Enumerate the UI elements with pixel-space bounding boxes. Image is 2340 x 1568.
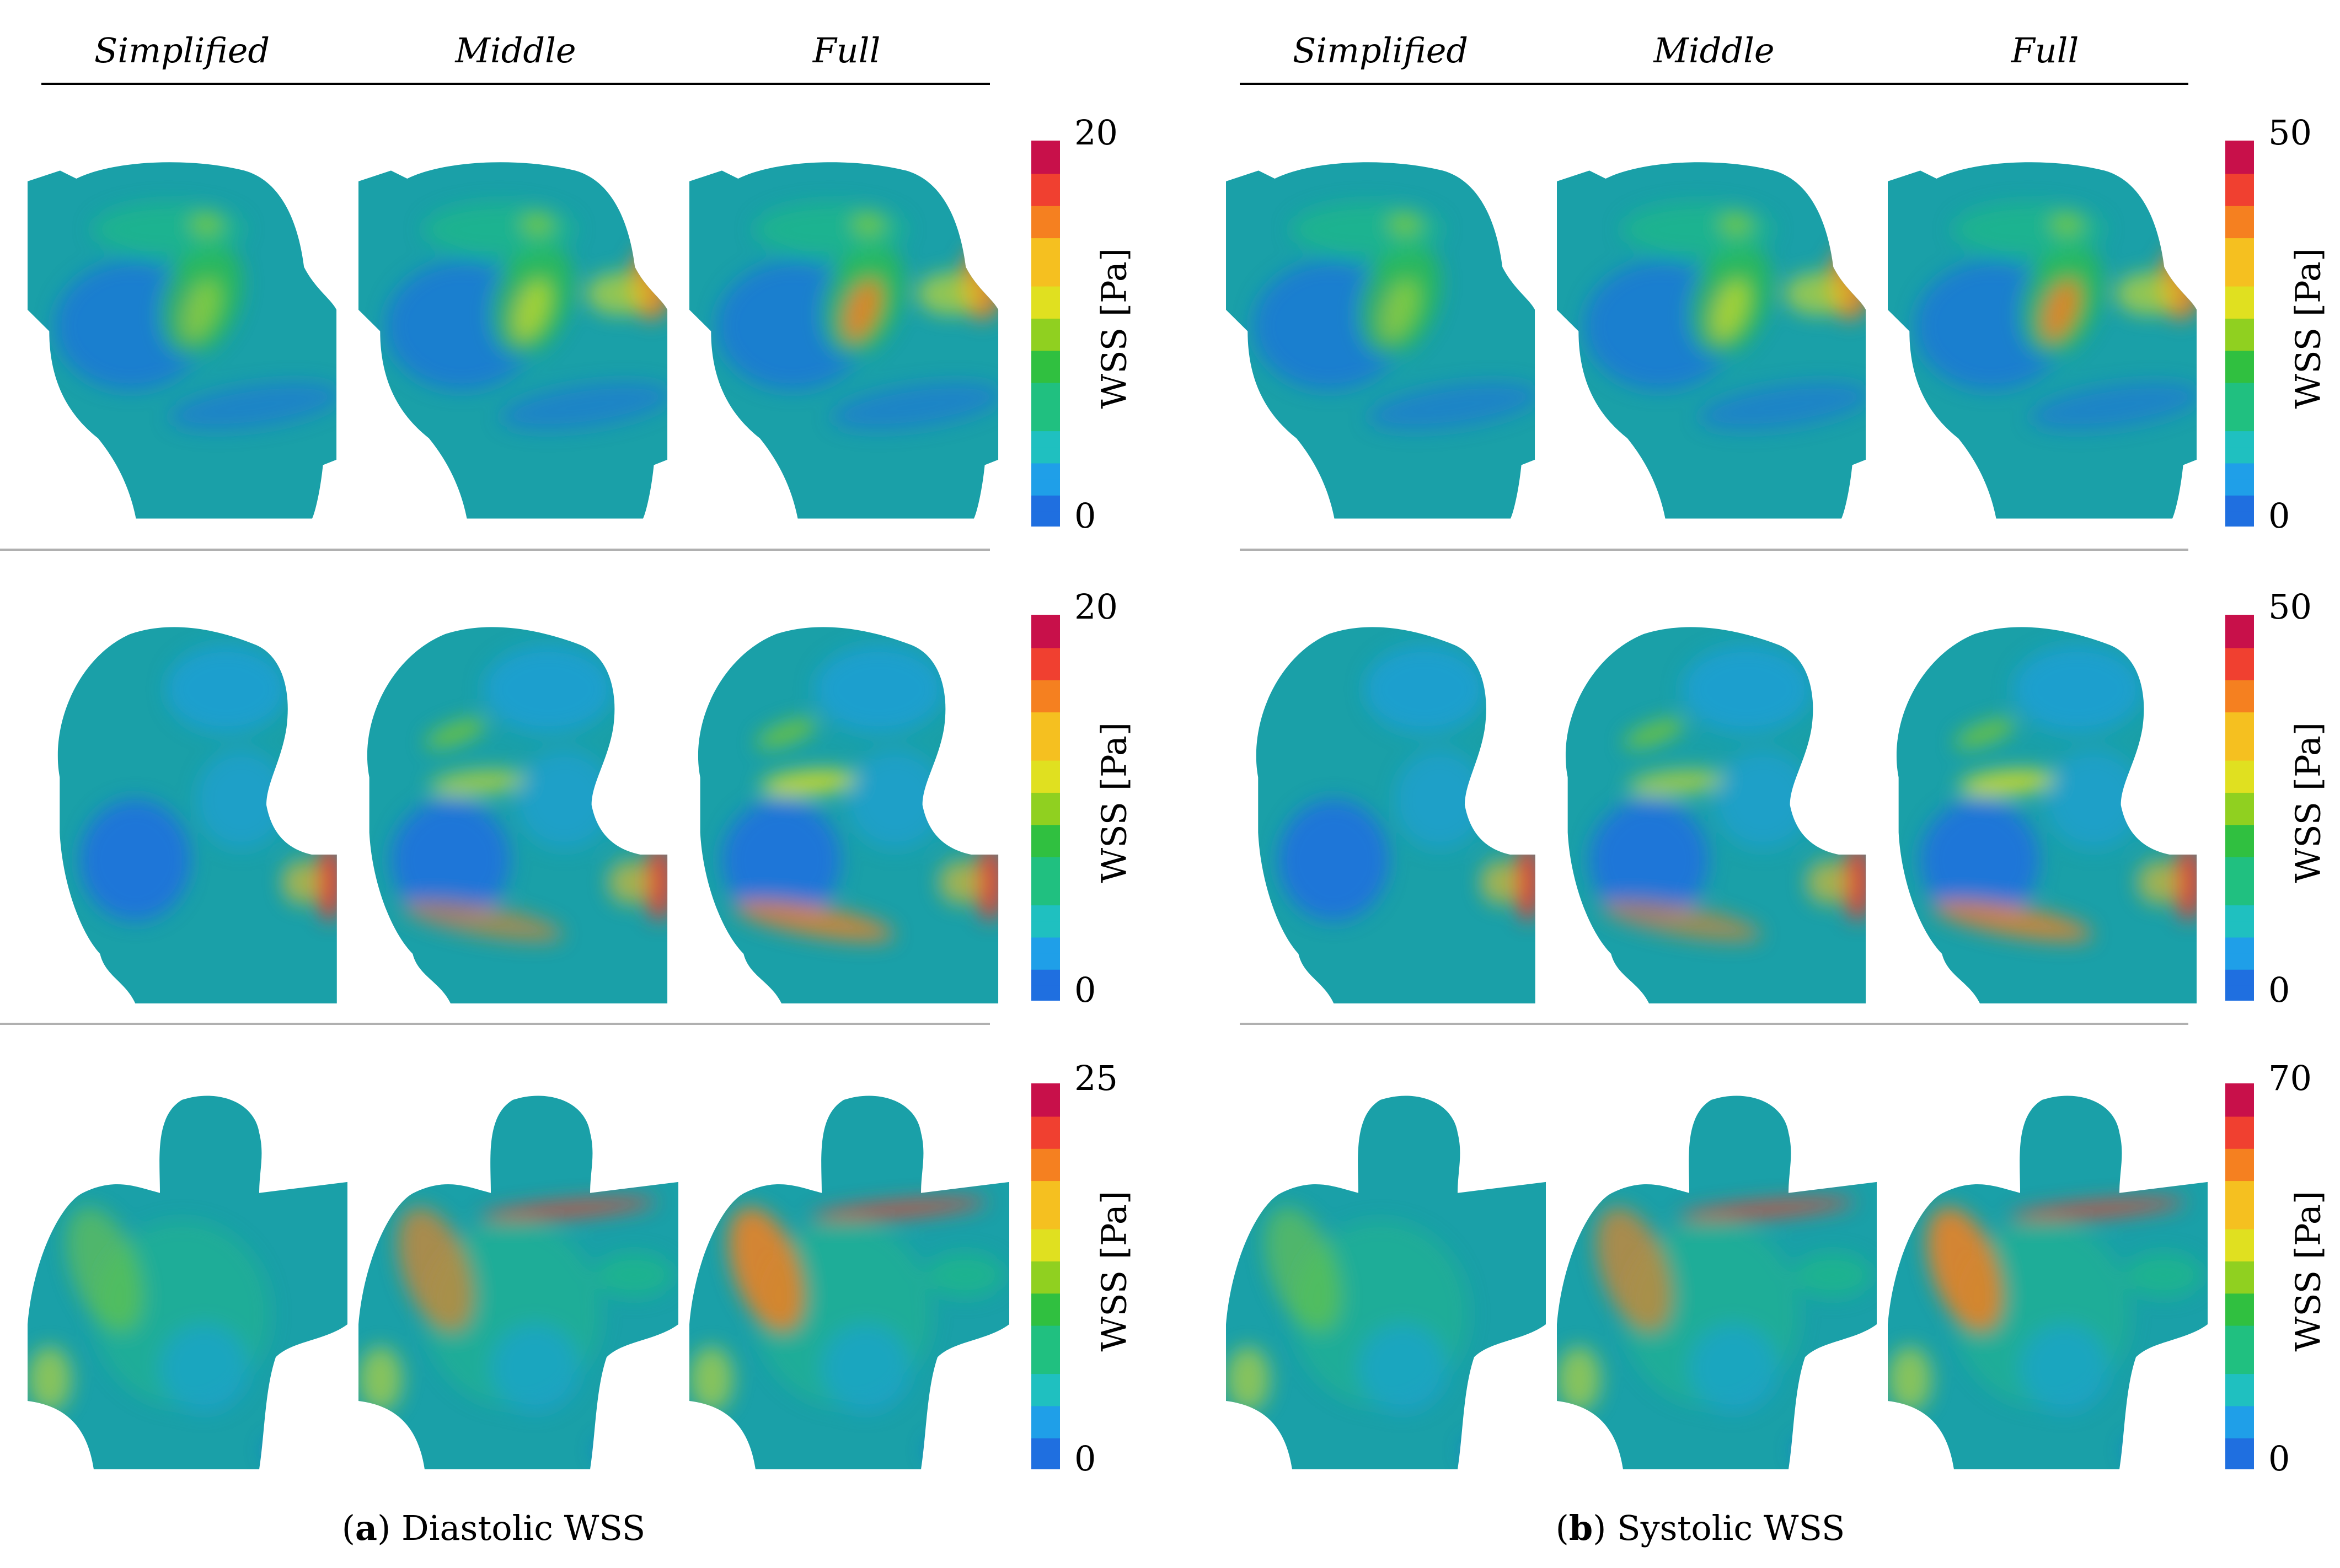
colorbar-label-row3: WSS [Pa] bbox=[2288, 1190, 2328, 1352]
wss-map-middle-row3 bbox=[358, 1094, 678, 1472]
wss-map-middle-row2 bbox=[358, 623, 673, 1003]
colorbar-row3 bbox=[1031, 1083, 1060, 1469]
colorbar-min-row3: 0 bbox=[1074, 1438, 1096, 1479]
wss-map-middle-row1 bbox=[1557, 160, 1871, 529]
wss-map-simplified-row1 bbox=[1226, 160, 1540, 529]
caption-tag: b bbox=[1568, 1508, 1593, 1548]
colorbar-max-row2: 20 bbox=[1074, 587, 1118, 627]
colorbar-min-row1: 0 bbox=[1074, 496, 1096, 536]
panel-diastolic: Simplified Middle Full bbox=[0, 30, 1134, 1548]
colorbar-label-row1: WSS [Pa] bbox=[2288, 248, 2328, 409]
colorbar-max-row2: 50 bbox=[2268, 587, 2312, 627]
wss-map-simplified-row1 bbox=[28, 160, 342, 529]
column-header-middle: Middle bbox=[1653, 30, 1775, 71]
header-rule bbox=[1240, 83, 2188, 85]
column-header-middle: Middle bbox=[455, 30, 576, 71]
wss-map-middle-row1 bbox=[358, 160, 673, 529]
colorbar-row2 bbox=[1031, 615, 1060, 1001]
wss-map-simplified-row3 bbox=[28, 1094, 347, 1472]
wss-map-simplified-row3 bbox=[1226, 1094, 1546, 1472]
caption-text: Diastolic WSS bbox=[390, 1508, 646, 1548]
panel-systolic: Simplified Middle Full 50 bbox=[1198, 0, 2340, 1568]
row-separator bbox=[1240, 549, 2188, 551]
colorbar-max-row3: 70 bbox=[2268, 1058, 2312, 1098]
colorbar-label-row3: WSS [Pa] bbox=[1094, 1190, 1134, 1352]
wss-map-full-row2 bbox=[689, 623, 1004, 1003]
column-header-full: Full bbox=[2011, 30, 2079, 71]
wss-map-full-row3 bbox=[1888, 1094, 2208, 1472]
column-header-full: Full bbox=[812, 30, 881, 71]
colorbar-row1 bbox=[1031, 141, 1060, 527]
caption-diastolic: (a) Diastolic WSS bbox=[341, 1508, 646, 1548]
colorbar-label-row1: WSS [Pa] bbox=[1094, 248, 1134, 409]
column-header-simplified: Simplified bbox=[94, 30, 270, 71]
wss-map-full-row3 bbox=[689, 1094, 1009, 1472]
wss-map-simplified-row2 bbox=[1248, 623, 1540, 1003]
colorbar-label-row2: WSS [Pa] bbox=[1094, 722, 1134, 883]
colorbar-max-row1: 20 bbox=[1074, 112, 1118, 153]
wss-map-full-row2 bbox=[1888, 623, 2202, 1003]
wss-map-simplified-row2 bbox=[50, 623, 342, 1003]
row-separator bbox=[0, 549, 990, 551]
row-separator bbox=[1240, 1023, 2188, 1025]
colorbar-min-row2: 0 bbox=[1074, 970, 1096, 1010]
colorbar-min-row2: 0 bbox=[2268, 970, 2290, 1010]
caption-tag: a bbox=[355, 1508, 378, 1548]
header-rule bbox=[41, 83, 990, 85]
wss-map-full-row1 bbox=[689, 160, 1004, 529]
row-separator bbox=[0, 1023, 990, 1025]
colorbar-min-row3: 0 bbox=[2268, 1438, 2290, 1479]
colorbar-max-row1: 50 bbox=[2268, 112, 2312, 153]
wss-map-middle-row3 bbox=[1557, 1094, 1877, 1472]
colorbar-row1 bbox=[2225, 141, 2254, 527]
colorbar-row2 bbox=[2225, 615, 2254, 1001]
colorbar-max-row3: 25 bbox=[1074, 1058, 1118, 1098]
colorbar-label-row2: WSS [Pa] bbox=[2288, 722, 2328, 883]
column-header-simplified: Simplified bbox=[1292, 30, 1469, 71]
colorbar-min-row1: 0 bbox=[2268, 496, 2290, 536]
wss-map-middle-row2 bbox=[1557, 623, 1871, 1003]
caption-systolic: (b) Systolic WSS bbox=[1555, 1508, 1845, 1548]
caption-text: Systolic WSS bbox=[1606, 1508, 1845, 1548]
colorbar-row3 bbox=[2225, 1083, 2254, 1469]
wss-map-full-row1 bbox=[1888, 160, 2202, 529]
